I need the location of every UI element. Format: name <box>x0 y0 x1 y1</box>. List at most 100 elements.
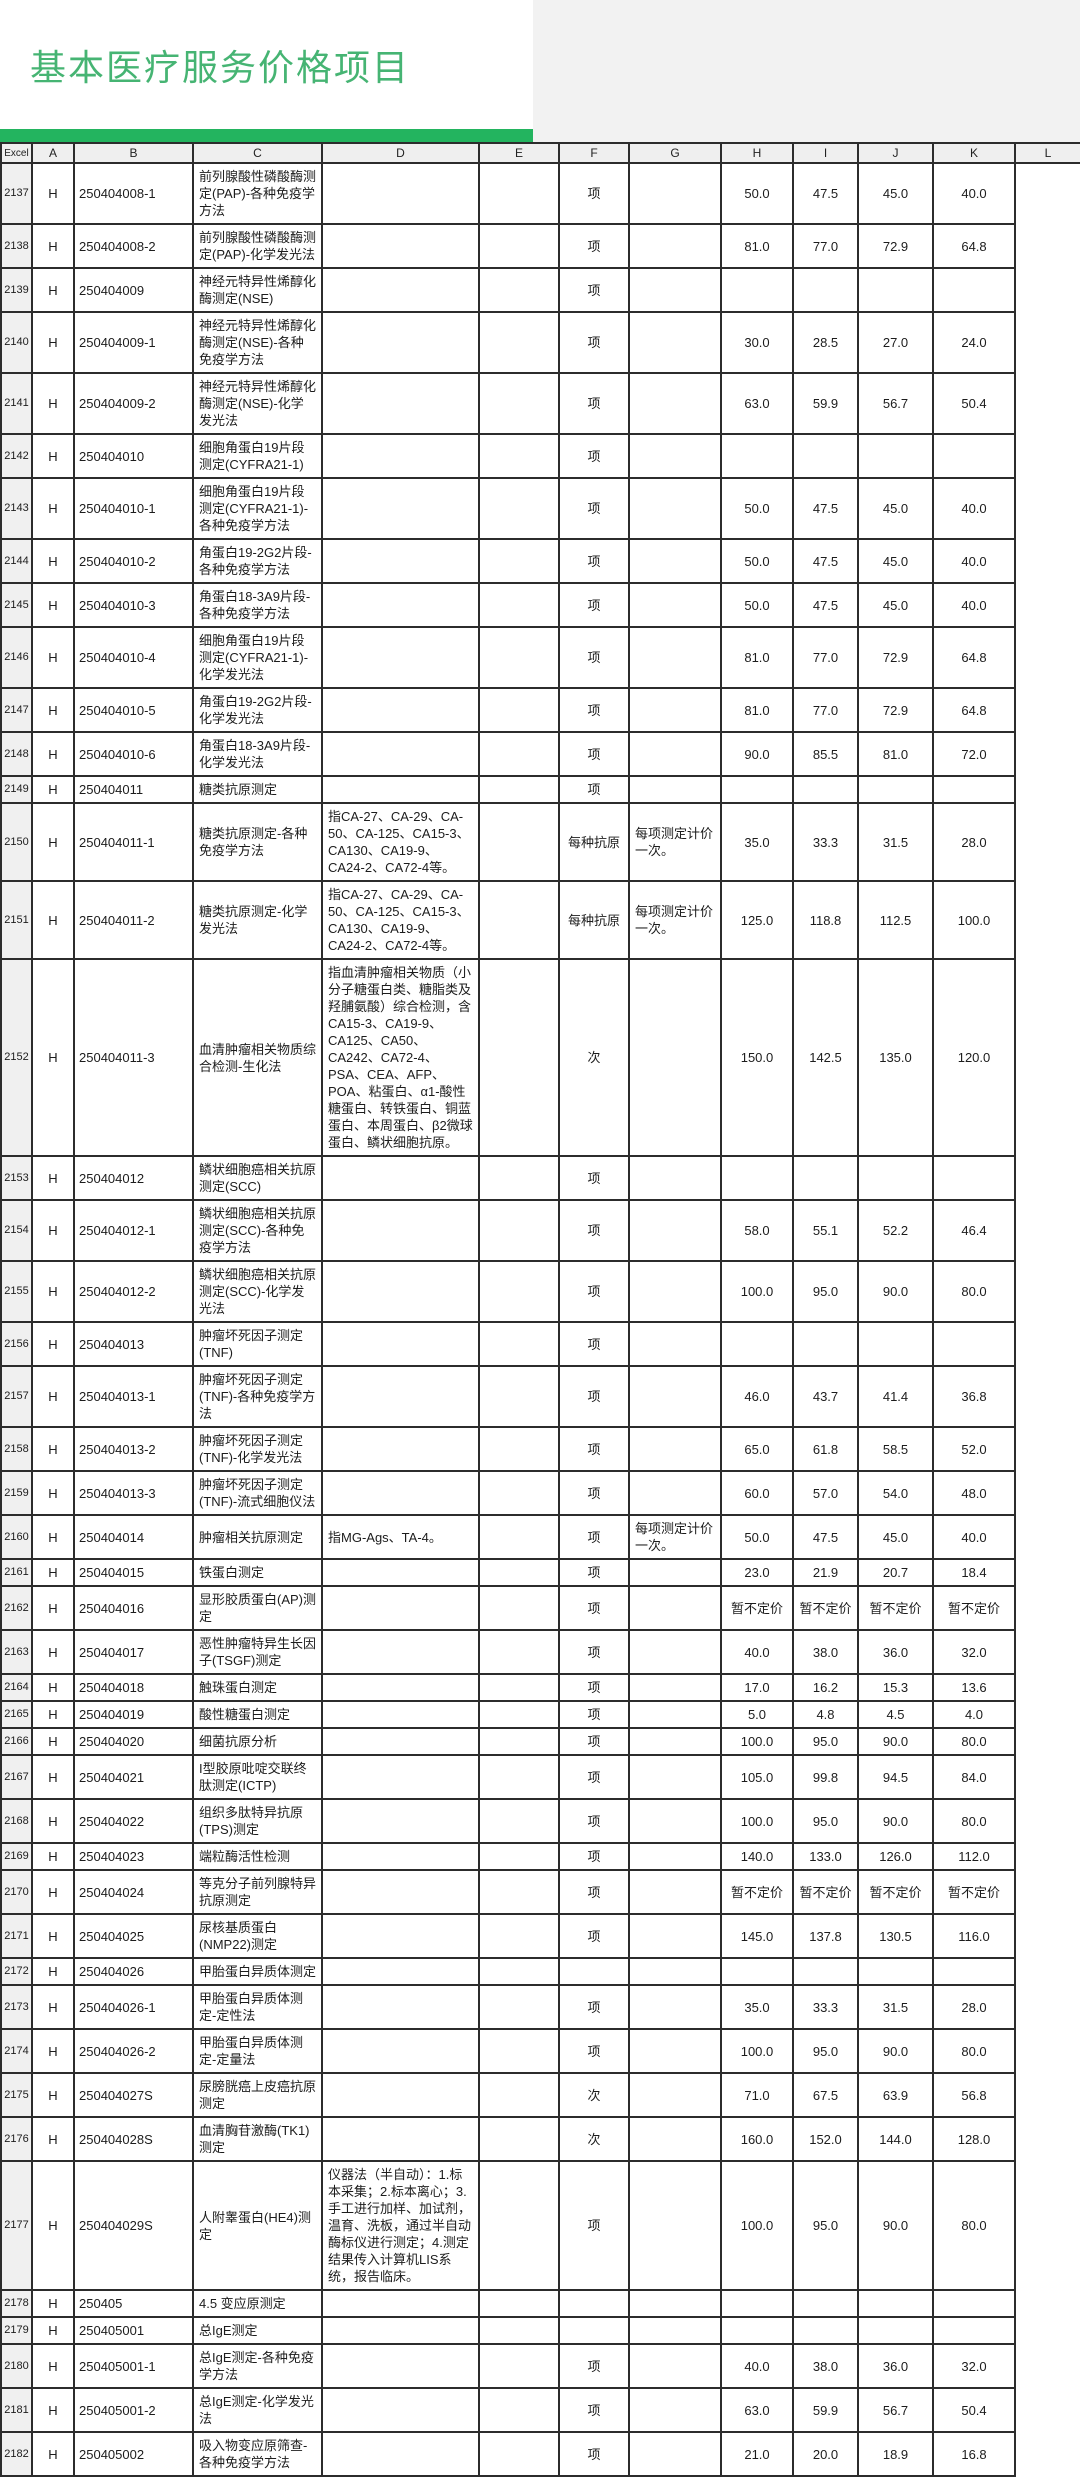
cell-h: 71.0 <box>720 2072 794 2118</box>
cell-e <box>478 2316 560 2345</box>
cell-k: 16.8 <box>932 2431 1016 2477</box>
cell-c: 触珠蛋白测定 <box>192 1673 323 1702</box>
table-row: 2149 H 250404011 糖类抗原测定 项 <box>0 775 1080 804</box>
cell-h: 140.0 <box>720 1842 794 1871</box>
cell-f: 项 <box>558 1700 630 1729</box>
cell-l <box>1015 627 1080 688</box>
cell-c: 神经元特异性烯醇化酶测定(NSE)-化学发光法 <box>192 372 323 435</box>
cell-d <box>321 1199 480 1262</box>
cell-excel: 2140 <box>0 311 33 374</box>
cell-e <box>478 2431 560 2477</box>
cell-c: 端粒酶活性检测 <box>192 1842 323 1871</box>
cell-f: 项 <box>558 626 630 689</box>
cell-e <box>478 477 560 540</box>
cell-a: H <box>31 1629 75 1675</box>
cell-j: 4.5 <box>857 1700 934 1729</box>
table-row: 2158 H 250404013-2 肿瘤坏死因子测定(TNF)-化学发光法 项 65.0… <box>0 1426 1080 1472</box>
cell-l <box>1015 539 1080 583</box>
cell-i: 95.0 <box>792 1727 859 1756</box>
table-row: 2172 H 250404026 甲胎蛋白异质体测定 <box>0 1957 1080 1986</box>
cell-c: 肿瘤坏死因子测定(TNF)-各种免疫学方法 <box>192 1365 323 1428</box>
cell-h: 50.0 <box>720 477 794 540</box>
cell-d <box>321 1629 480 1675</box>
cell-e <box>478 1798 560 1844</box>
cell-b: 250404025 <box>73 1913 194 1959</box>
cell-j: 90.0 <box>857 1798 934 1844</box>
cell-b: 250405 <box>73 2289 194 2318</box>
sheet-body: 2137 H 250404008-1 前列腺酸性磷酸酶测定(PAP)-各种免疫学方法项… <box>0 162 1080 2477</box>
cell-k <box>932 1321 1016 1367</box>
cell-l <box>1015 2290 1080 2317</box>
cell-a: H <box>31 1798 75 1844</box>
cell-g <box>628 2116 722 2162</box>
cell-i: 142.5 <box>792 958 859 1157</box>
cell-h: 暂不定价 <box>720 1585 794 1631</box>
cell-k: 36.8 <box>932 1365 1016 1428</box>
cell-j <box>857 2289 934 2318</box>
cell-k: 48.0 <box>932 1470 1016 1516</box>
cell-b: 250404010-6 <box>73 731 194 777</box>
cell-f: 项 <box>558 687 630 733</box>
column-header-excel: Excel <box>0 142 33 164</box>
cell-k: 50.4 <box>932 2387 1016 2433</box>
cell-d <box>321 2072 480 2118</box>
cell-e <box>478 626 560 689</box>
cell-j: 81.0 <box>857 731 934 777</box>
cell-h: 105.0 <box>720 1754 794 1800</box>
cell-j: 135.0 <box>857 958 934 1157</box>
top-header-bar: 基本医疗服务价格项目 <box>0 0 1080 142</box>
cell-h: 65.0 <box>720 1426 794 1472</box>
cell-excel: 2175 <box>0 2072 33 2118</box>
cell-g <box>628 1754 722 1800</box>
cell-k: 64.8 <box>932 626 1016 689</box>
cell-i: 59.9 <box>792 2387 859 2433</box>
cell-c: 神经元特异性烯醇化酶测定(NSE)-各种免疫学方法 <box>192 311 323 374</box>
cell-g <box>628 2289 722 2318</box>
cell-d <box>321 687 480 733</box>
cell-b: 250404023 <box>73 1842 194 1871</box>
cell-e <box>478 1321 560 1367</box>
cell-e <box>478 1470 560 1516</box>
table-row: 2173 H 250404026-1 甲胎蛋白异质体测定-定性法 项 35.0 33.3 31… <box>0 1984 1080 2030</box>
cell-l <box>1015 1471 1080 1515</box>
cell-b: 250404017 <box>73 1629 194 1675</box>
cell-a: H <box>31 880 75 960</box>
cell-f: 项 <box>558 1426 630 1472</box>
cell-f: 项 <box>558 2431 630 2477</box>
cell-j: 63.9 <box>857 2072 934 2118</box>
cell-g <box>628 1984 722 2030</box>
cell-j: 45.0 <box>857 538 934 584</box>
cell-i: 85.5 <box>792 731 859 777</box>
cell-h <box>720 2316 794 2345</box>
cell-c: 甲胎蛋白异质体测定-定性法 <box>192 1984 323 2030</box>
cell-d <box>321 1754 480 1800</box>
cell-b: 250404009-1 <box>73 311 194 374</box>
cell-a: H <box>31 1260 75 1323</box>
cell-e <box>478 223 560 269</box>
table-row: 2176 H 250404028S 血清胸苷激酶(TK1)测定次 160.0 152.0 1… <box>0 2116 1080 2162</box>
cell-l <box>1015 2161 1080 2290</box>
cell-j: 31.5 <box>857 1984 934 2030</box>
cell-c: 甲胎蛋白异质体测定 <box>192 1957 323 1986</box>
cell-excel: 2137 <box>0 162 33 225</box>
cell-i <box>792 433 859 479</box>
cell-h: 81.0 <box>720 687 794 733</box>
cell-l <box>1015 959 1080 1156</box>
cell-j: 15.3 <box>857 1673 934 1702</box>
cell-k: 暂不定价 <box>932 1869 1016 1915</box>
cell-b: 250404011 <box>73 775 194 804</box>
table-row: 2174 H 250404026-2 甲胎蛋白异质体测定-定量法 项 100.0 95.0 9… <box>0 2028 1080 2074</box>
cell-f: 项 <box>558 2343 630 2389</box>
cell-i: 4.8 <box>792 1700 859 1729</box>
cell-excel: 2164 <box>0 1673 33 1702</box>
cell-g <box>628 372 722 435</box>
cell-excel: 2169 <box>0 1842 33 1871</box>
cell-h: 100.0 <box>720 2160 794 2291</box>
cell-excel: 2138 <box>0 223 33 269</box>
cell-e <box>478 2072 560 2118</box>
column-header-a: A <box>31 142 75 164</box>
cell-c: 肿瘤坏死因子测定(TNF)-化学发光法 <box>192 1426 323 1472</box>
cell-a: H <box>31 1700 75 1729</box>
table-row: 2143 H 250404010-1 细胞角蛋白19片段测定(CYFRA21-1)-各… <box>0 477 1080 540</box>
cell-d <box>321 1470 480 1516</box>
